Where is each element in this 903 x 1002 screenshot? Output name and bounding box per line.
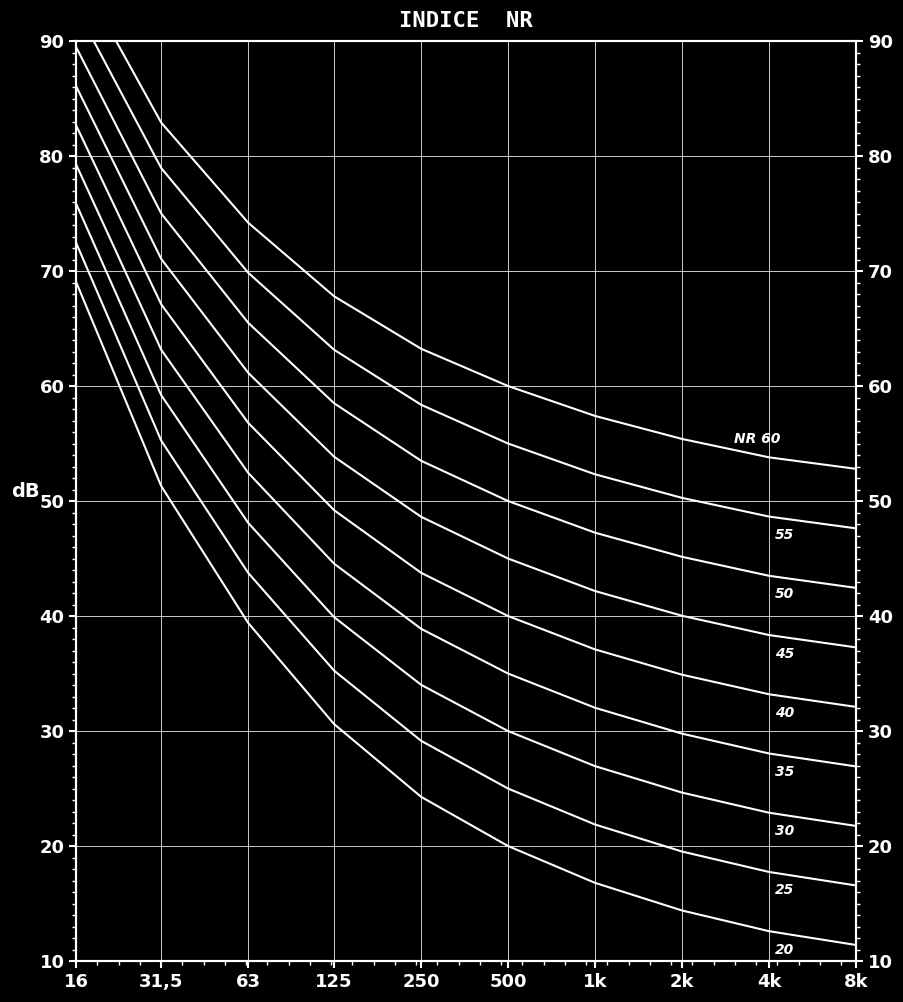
Text: 35: 35 [774, 765, 793, 779]
Text: 45: 45 [774, 646, 793, 660]
Text: 25: 25 [774, 884, 793, 898]
Text: 55: 55 [774, 528, 793, 542]
Text: NR 60: NR 60 [733, 432, 780, 446]
Text: 40: 40 [774, 705, 793, 719]
Text: 30: 30 [774, 825, 793, 839]
Title: INDICE  NR: INDICE NR [399, 11, 533, 31]
Text: 50: 50 [774, 587, 793, 601]
Y-axis label: dB: dB [11, 482, 40, 501]
Text: 20: 20 [774, 943, 793, 957]
